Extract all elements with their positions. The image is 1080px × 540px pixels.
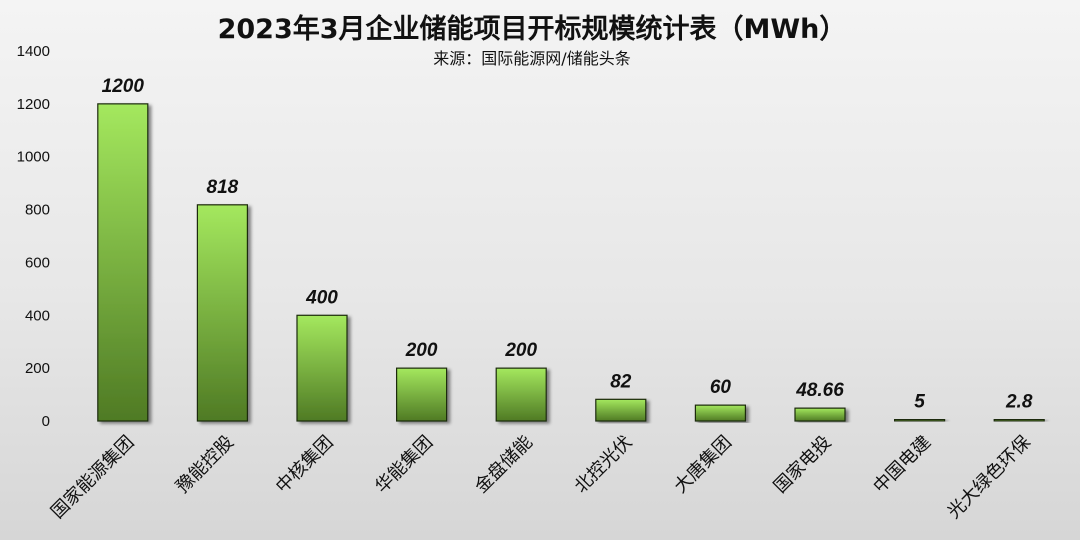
data-label: 60 xyxy=(710,377,732,398)
y-tick-label: 1200 xyxy=(17,96,50,113)
y-tick-label: 800 xyxy=(25,202,50,219)
data-label: 200 xyxy=(504,340,537,361)
data-label: 200 xyxy=(405,340,438,361)
bar xyxy=(993,418,1045,422)
x-tick-label: 大唐集团 xyxy=(670,432,736,498)
y-tick-label: 200 xyxy=(25,360,50,377)
data-label: 5 xyxy=(914,392,925,413)
x-tick-label: 豫能控股 xyxy=(172,432,238,498)
x-tick-label: 国家电投 xyxy=(770,432,836,498)
bar xyxy=(296,314,348,422)
y-tick-label: 0 xyxy=(42,413,50,430)
x-tick-label: 中核集团 xyxy=(272,432,338,498)
x-tick-label: 金盘储能 xyxy=(471,432,537,498)
bar xyxy=(97,103,149,422)
data-label: 1200 xyxy=(102,76,145,97)
chart-subtitle: 来源：国际能源网/储能头条 xyxy=(433,49,630,68)
y-tick-label: 1400 xyxy=(17,43,50,60)
data-label: 818 xyxy=(207,177,239,198)
x-tick-label: 光大绿色环保 xyxy=(944,432,1035,523)
data-label: 82 xyxy=(610,371,632,392)
chart-title: 2023年3月企业储能项目开标规模统计表（MWh） xyxy=(218,13,847,45)
bar xyxy=(396,367,448,422)
x-tick-label: 华能集团 xyxy=(371,432,437,498)
data-labels: 1200 818 400 200 200 82 60 48.66 5 2.8 xyxy=(102,76,1033,413)
y-tick-label: 1000 xyxy=(17,149,50,166)
bar xyxy=(794,407,846,422)
y-axis: 0 200 400 600 800 1000 1200 1400 xyxy=(17,43,50,430)
y-tick-label: 400 xyxy=(25,307,50,324)
bar xyxy=(694,404,747,422)
bar xyxy=(196,204,248,422)
x-axis: 国家能源集团 豫能控股 中核集团 华能集团 金盘储能 北控光伏 大唐集团 国家电投 中国电建 光大… xyxy=(47,432,1035,523)
data-label: 48.66 xyxy=(795,380,844,401)
bar xyxy=(595,398,647,422)
x-tick-label: 北控光伏 xyxy=(571,432,637,498)
data-label: 2.8 xyxy=(1005,392,1033,413)
bar xyxy=(893,418,946,422)
x-tick-label: 国家能源集团 xyxy=(47,432,138,523)
y-tick-label: 600 xyxy=(25,254,50,271)
x-tick-label: 中国电建 xyxy=(869,432,935,498)
bars xyxy=(97,103,1045,422)
bar xyxy=(495,367,547,422)
data-label: 400 xyxy=(305,287,338,308)
